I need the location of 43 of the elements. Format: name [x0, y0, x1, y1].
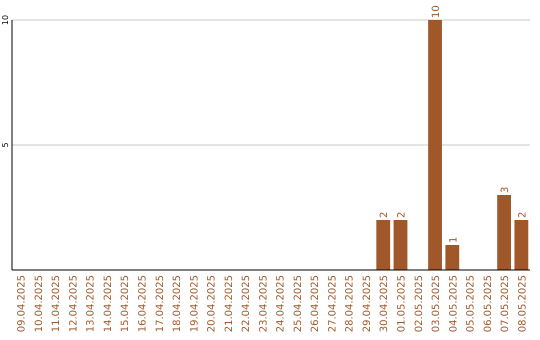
x-tick-label: 05.05.2025: [466, 275, 477, 332]
x-tick-label: 26.04.2025: [310, 275, 322, 332]
x-tick-label: 11.04.2025: [51, 275, 62, 332]
x-tick-label: 12.04.2025: [68, 275, 80, 332]
bar: [497, 195, 512, 270]
bar: [394, 220, 408, 270]
x-tick-label: 17.04.2025: [154, 275, 166, 332]
x-tick-label: 21.04.2025: [224, 275, 235, 332]
x-tick-label: 15.04.2025: [120, 275, 132, 332]
data-label: 2: [379, 212, 390, 218]
x-tick-label: 14.04.2025: [102, 275, 114, 332]
data-label: 3: [500, 186, 512, 193]
x-tick-label: 30.04.2025: [379, 275, 390, 332]
y-tick-label: 5: [1, 142, 10, 148]
x-tick-label: 02.05.2025: [414, 275, 425, 332]
x-tick-label: 13.04.2025: [86, 275, 97, 332]
x-tick-label: 07.05.2025: [500, 275, 512, 332]
x-tick-label: 22.04.2025: [241, 275, 252, 332]
x-tick-label: 18.04.2025: [172, 275, 184, 332]
x-tick-label: 29.04.2025: [362, 275, 373, 332]
bar: [514, 220, 528, 270]
x-tick-label: 25.04.2025: [292, 275, 304, 332]
x-tick-label: 04.05.2025: [448, 275, 460, 332]
bar: [445, 245, 460, 270]
x-tick-label: 23.04.2025: [258, 275, 270, 332]
x-tick-label: 19.04.2025: [189, 275, 200, 332]
data-label: 2: [396, 212, 408, 218]
bar: [428, 20, 442, 270]
bar: [376, 220, 390, 270]
data-label: 2: [517, 212, 528, 218]
x-tick-label: 20.04.2025: [206, 275, 218, 332]
x-tick-label: 24.04.2025: [276, 275, 287, 332]
x-tick-label: 08.05.2025: [517, 275, 528, 332]
x-tick-label: 10.04.2025: [34, 275, 45, 332]
x-tick-label: 06.05.2025: [482, 275, 494, 332]
x-tick-label: 01.05.2025: [396, 275, 408, 332]
x-tick-label: 28.04.2025: [344, 275, 356, 332]
x-tick-label: 27.04.2025: [327, 275, 338, 332]
x-tick-label: 03.05.2025: [431, 275, 442, 332]
x-tick-label: 16.04.2025: [138, 275, 148, 332]
data-label: 10: [431, 5, 442, 18]
data-label: 1: [448, 236, 460, 243]
x-tick-label: 09.04.2025: [16, 275, 28, 332]
